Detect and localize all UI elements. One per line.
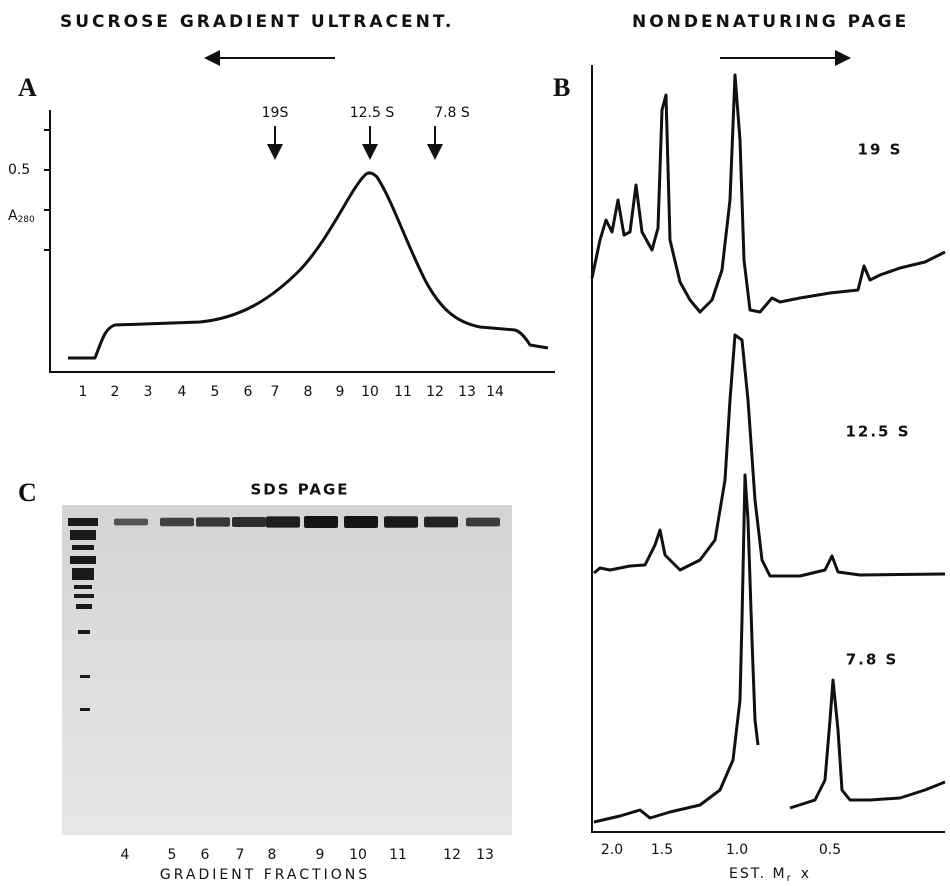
band — [344, 516, 378, 528]
lane-label: 6 — [201, 847, 210, 863]
lane-label: 4 — [121, 847, 130, 863]
trace-label: 12.5 S — [845, 423, 910, 441]
x-tick-label: 10 — [361, 384, 379, 400]
band — [196, 517, 230, 526]
panel-label: A — [18, 73, 37, 102]
x-tick-label: 4 — [178, 384, 187, 400]
x-tick-label: 8 — [304, 384, 313, 400]
x-tick-label: 13 — [458, 384, 476, 400]
x-tick-label: 5 — [211, 384, 220, 400]
y-tick-label: 0.5 — [8, 162, 30, 178]
gel — [62, 505, 512, 835]
lane-label: 9 — [316, 847, 325, 863]
x-tick-label: 7 — [271, 384, 280, 400]
band — [304, 516, 338, 528]
band — [232, 517, 266, 527]
gel-title: SDS PAGE — [250, 481, 349, 499]
lane-label: 10 — [349, 847, 367, 863]
trace — [592, 75, 945, 312]
x-tick-label: 3 — [144, 384, 153, 400]
x-tick-label: 0.5 — [819, 842, 841, 858]
lane-label: 12 — [443, 847, 461, 863]
lane-label: 5 — [168, 847, 177, 863]
band — [466, 518, 500, 527]
panel-label: C — [18, 478, 37, 507]
x-tick-label: 2.0 — [601, 842, 623, 858]
x-tick-label: 1.0 — [726, 842, 748, 858]
lane-label: 11 — [389, 847, 407, 863]
axes — [50, 110, 555, 372]
header-left: SUCROSE GRADIENT ULTRACENT. — [60, 12, 454, 32]
x-label: GRADIENT FRACTIONS — [160, 867, 370, 883]
x-tick-label: 14 — [486, 384, 504, 400]
trace-label: 19 S — [858, 141, 903, 159]
lane-label: 7 — [236, 847, 245, 863]
trace — [594, 475, 945, 822]
axes — [592, 65, 945, 832]
lane-label: 13 — [476, 847, 494, 863]
y-label: A280 — [8, 208, 35, 225]
trace-label: 7.8 S — [846, 651, 899, 669]
marker-label: 19S — [262, 105, 289, 121]
band — [266, 516, 300, 527]
header-right: NONDENATURING PAGE — [632, 12, 909, 32]
x-tick-label: 2 — [111, 384, 120, 400]
band — [424, 517, 458, 528]
figure: SUCROSE GRADIENT ULTRACENT. NONDENATURIN… — [0, 0, 950, 886]
marker-label: 12.5 S — [350, 105, 395, 121]
band — [384, 516, 418, 528]
lane-label: 8 — [268, 847, 277, 863]
absorbance-curve — [68, 173, 548, 358]
band — [114, 519, 148, 526]
x-tick-label: 6 — [244, 384, 253, 400]
x-tick-label: 1.5 — [651, 842, 673, 858]
trace — [594, 335, 945, 576]
x-tick-label: 9 — [336, 384, 345, 400]
marker-label: 7.8 S — [434, 105, 470, 121]
x-tick-label: 1 — [79, 384, 88, 400]
x-tick-label: 11 — [394, 384, 412, 400]
panel-label: B — [553, 73, 570, 102]
x-tick-label: 12 — [426, 384, 444, 400]
band — [160, 518, 194, 526]
